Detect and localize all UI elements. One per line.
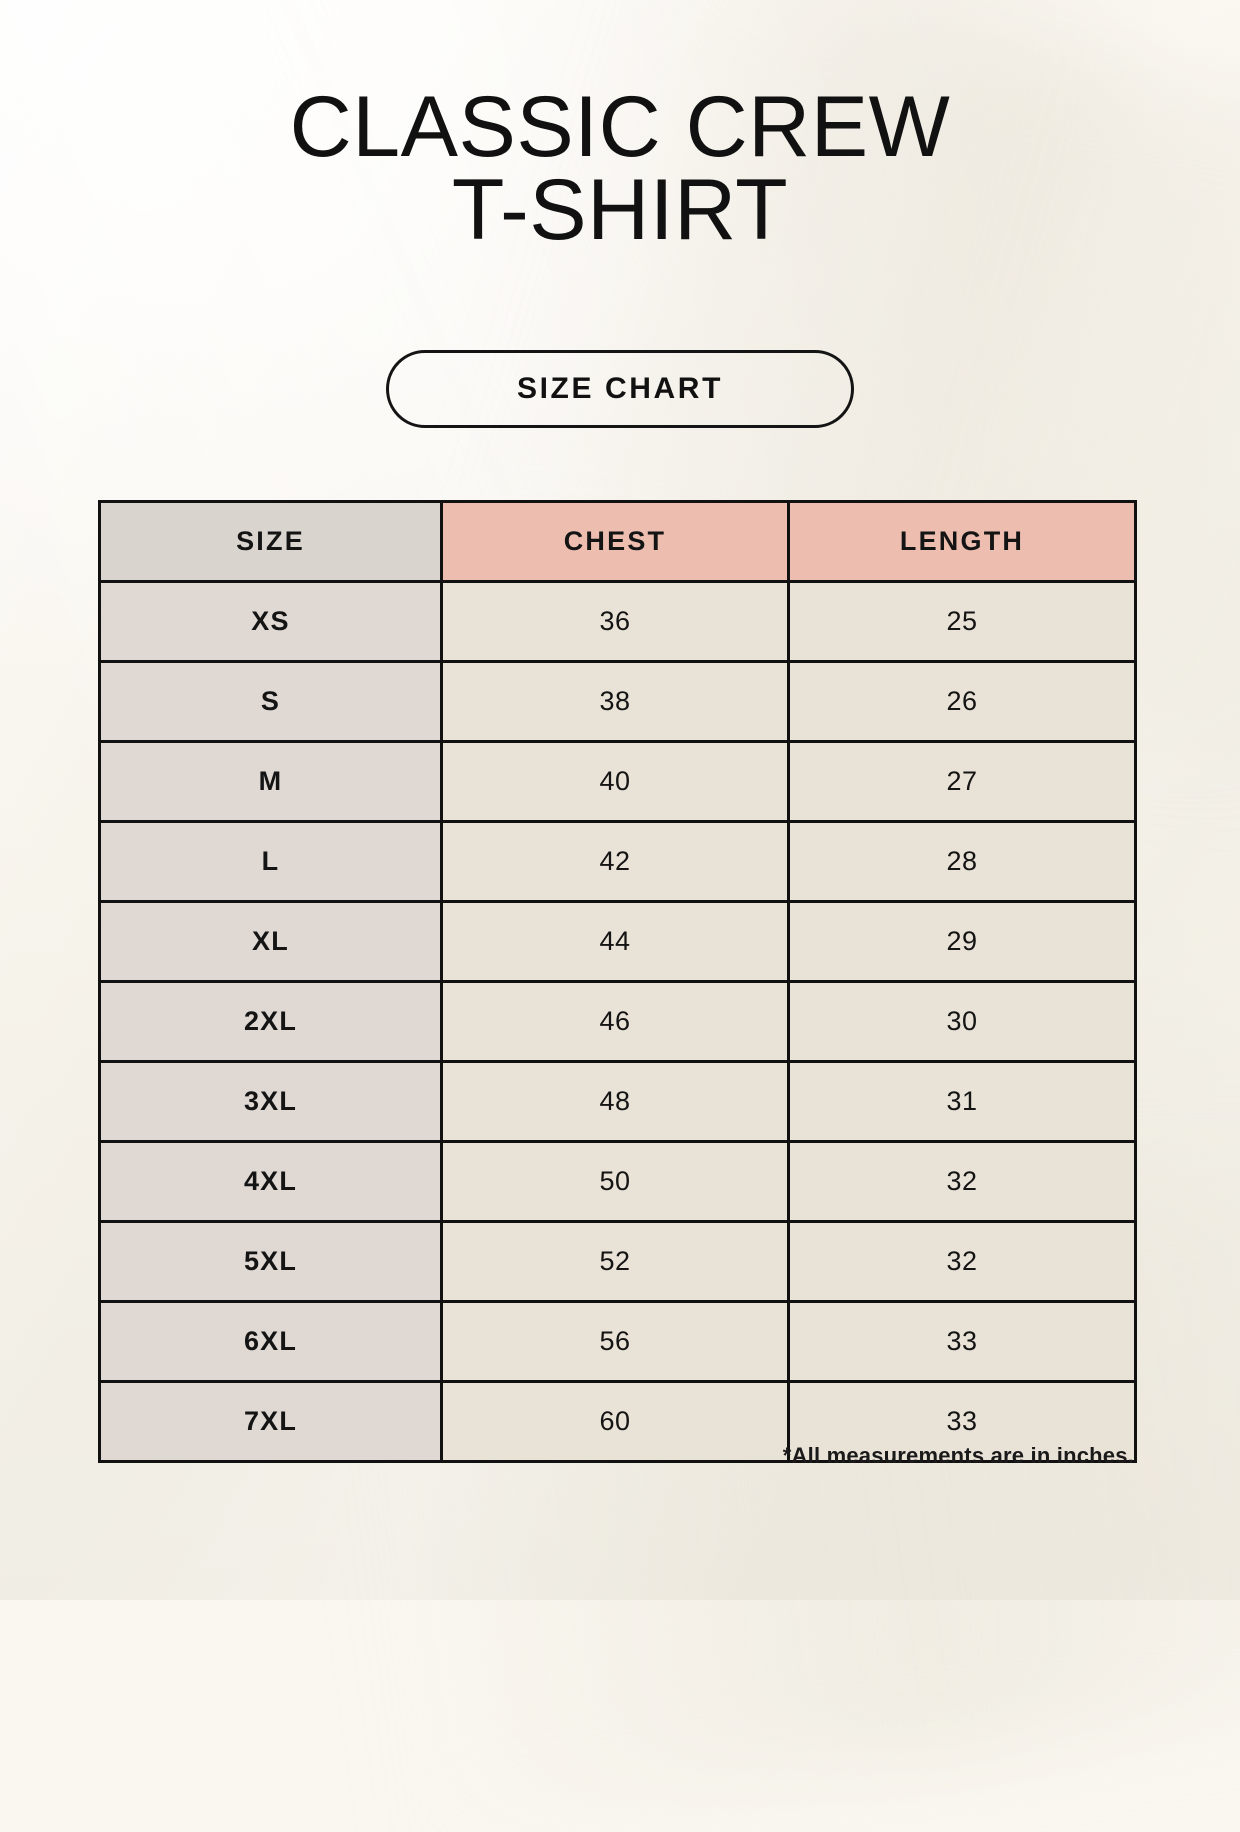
- cell-length: 28: [787, 820, 1137, 903]
- cell-length: 25: [787, 580, 1137, 663]
- table-row: XS 36 25: [98, 580, 1137, 663]
- size-chart-badge: SIZE CHART: [386, 350, 854, 428]
- cell-length: 32: [787, 1220, 1137, 1303]
- page-title-line-1: CLASSIC CREW: [289, 79, 951, 175]
- table-row: 4XL 50 32: [98, 1140, 1137, 1223]
- cell-length: 26: [787, 660, 1137, 743]
- table-row: 6XL 56 33: [98, 1300, 1137, 1383]
- table-row: XL 44 29: [98, 900, 1137, 983]
- cell-size: 4XL: [98, 1140, 443, 1223]
- table-header: SIZE CHEST LENGTH: [98, 500, 1137, 583]
- measurement-units-footnote: *All measurements are in inches.: [782, 1443, 1134, 1468]
- table-row: 3XL 48 31: [98, 1060, 1137, 1143]
- cell-length: 27: [787, 740, 1137, 823]
- table-header-row: SIZE CHEST LENGTH: [98, 500, 1137, 583]
- cell-size: 2XL: [98, 980, 443, 1063]
- cell-chest: 46: [440, 980, 790, 1063]
- cell-size: S: [98, 660, 443, 743]
- column-header-length: LENGTH: [787, 500, 1137, 583]
- table-row: S 38 26: [98, 660, 1137, 743]
- size-chart-page: CLASSIC CREW T-SHIRT SIZE CHART SIZE CHE…: [0, 79, 1240, 1468]
- column-header-chest: CHEST: [440, 500, 790, 583]
- page-title-line-2: T-SHIRT: [451, 162, 789, 259]
- size-chart-badge-label: SIZE CHART: [517, 372, 723, 405]
- cell-length: 29: [787, 900, 1137, 983]
- size-chart-table-container: SIZE CHEST LENGTH XS 36 25 S 38 26 M 40 27 L 42 28 X…: [98, 500, 1137, 1463]
- table-row: M 40 27: [98, 740, 1137, 823]
- size-chart-table: SIZE CHEST LENGTH XS 36 25 S 38 26 M 40 27 L 42 28 X…: [98, 500, 1137, 1463]
- cell-chest: 52: [440, 1220, 790, 1303]
- cell-size: M: [98, 740, 443, 823]
- cell-chest: 36: [440, 580, 790, 663]
- table-body: XS 36 25 S 38 26 M 40 27 L 42 28 XL 44 29 2XL 46 30 3XL 48 3…: [98, 580, 1137, 1463]
- cell-length: 33: [787, 1300, 1137, 1383]
- cell-length: 31: [787, 1060, 1137, 1143]
- cell-size: 5XL: [98, 1220, 443, 1303]
- table-row: 5XL 52 32: [98, 1220, 1137, 1303]
- cell-length: 30: [787, 980, 1137, 1063]
- cell-size: XS: [98, 580, 443, 663]
- cell-chest: 38: [440, 660, 790, 743]
- table-row: L 42 28: [98, 820, 1137, 903]
- cell-size: XL: [98, 900, 443, 983]
- cell-chest: 48: [440, 1060, 790, 1143]
- column-header-size: SIZE: [98, 500, 443, 583]
- cell-chest: 50: [440, 1140, 790, 1223]
- cell-chest: 42: [440, 820, 790, 903]
- cell-size: L: [98, 820, 443, 903]
- cell-chest: 56: [440, 1300, 790, 1383]
- cell-chest: 44: [440, 900, 790, 983]
- cell-length: 32: [787, 1140, 1137, 1223]
- size-chart-badge-container: SIZE CHART: [0, 350, 1240, 428]
- page-title: CLASSIC CREW T-SHIRT: [0, 79, 1240, 259]
- cell-size: 3XL: [98, 1060, 443, 1143]
- cell-size: 6XL: [98, 1300, 443, 1383]
- cell-chest: 40: [440, 740, 790, 823]
- table-row: 2XL 46 30: [98, 980, 1137, 1063]
